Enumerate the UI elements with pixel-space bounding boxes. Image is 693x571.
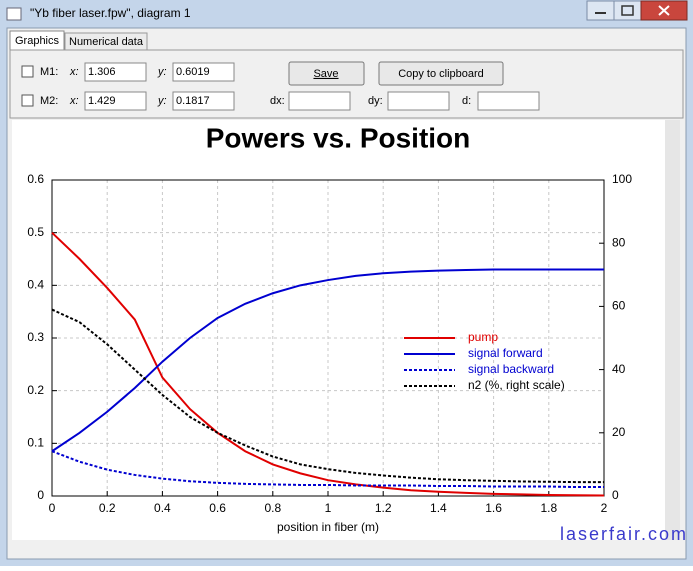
legend-label: n2 (%, right scale) [468,378,565,392]
y-tick-label: 0.1 [27,436,44,450]
minimize-button[interactable] [586,0,615,21]
x-tick-label: 1.2 [375,501,392,515]
x-tick-label: 0.2 [99,501,116,515]
y-tick-label: 0.4 [27,278,44,292]
plot-frame [51,179,605,497]
marker-row: M2: x: 1.429 y: 0.1817 [21,91,235,111]
legend-label: signal backward [468,362,554,376]
chart-title: Powers vs. Position [206,122,471,153]
field-label: y: [157,95,167,107]
y-tick-label: 0.5 [27,225,44,239]
field-label: dx: [270,95,285,107]
text-field[interactable] [84,62,147,82]
series-line [51,450,604,489]
field-value: 0.1817 [176,95,210,107]
window-title: "Yb fiber laser.fpw", diagram 1 [30,6,191,20]
plot: 0 0.2 0.4 0.6 0.8 1 1.2 1.4 1.6 1.8 200.10.20.30.4… [27,172,632,515]
x-axis-label: position in fiber (m) [277,520,379,534]
y2-tick-label: 40 [612,362,626,376]
field-label: x: [69,95,79,107]
watermark: laserfair.com [560,524,688,544]
text-field[interactable] [288,91,351,111]
x-tick-label: 0 [49,501,56,515]
maximize-button[interactable] [613,0,642,21]
chart-panel [12,120,665,540]
tab-label: Graphics [15,35,60,47]
checkbox[interactable] [21,94,34,107]
text-field[interactable] [172,62,235,82]
y2-tick-label: 80 [612,235,626,249]
y-tick-label: 0.3 [27,330,44,344]
x-tick-label: 1.4 [430,501,447,515]
save-button[interactable] [288,61,365,86]
app-icon [6,7,22,21]
tab-label: Numerical data [69,36,144,48]
text-field[interactable] [387,91,450,111]
x-tick-label: 1.8 [540,501,557,515]
series-line [51,231,605,497]
x-tick-label: 1.6 [485,501,502,515]
field-value: 0.6019 [176,66,210,78]
legend-label: signal forward [468,346,543,360]
button-label: Save [313,68,338,80]
y-tick-label: 0.6 [27,172,44,186]
y2-tick-label: 0 [612,488,619,502]
marker-label: M1: [40,66,58,78]
x-tick-label: 0.6 [209,501,226,515]
close-icon [658,5,670,16]
y2-tick-label: 20 [612,425,626,439]
x-tick-label: 1 [325,501,332,515]
copy-button[interactable] [378,61,504,86]
field-label: x: [69,66,79,78]
field-label: d: [462,95,471,107]
scrollbar [665,120,680,540]
maximize-icon [621,5,634,16]
y-tick-label: 0.2 [27,383,44,397]
y-tick-label: 0 [37,488,44,502]
marker-row: M1: x: 1.306 y: 0.6019 [21,62,235,82]
legend-label: pump [468,330,498,344]
marker-label: M2: [40,95,58,107]
x-tick-label: 0.4 [154,501,171,515]
text-field[interactable] [172,91,235,111]
series-line [51,308,604,484]
y2-tick-label: 60 [612,299,626,313]
x-tick-label: 2 [601,501,608,515]
field-label: dy: [368,95,383,107]
checkbox[interactable] [21,65,34,78]
field-value: 1.429 [88,95,116,107]
button-label: Copy to clipboard [398,68,484,80]
y2-tick-label: 100 [612,172,632,186]
field-label: y: [157,66,167,78]
text-field[interactable] [84,91,147,111]
text-field[interactable] [477,91,540,111]
field-value: 1.306 [88,66,116,78]
x-tick-label: 0.8 [264,501,281,515]
